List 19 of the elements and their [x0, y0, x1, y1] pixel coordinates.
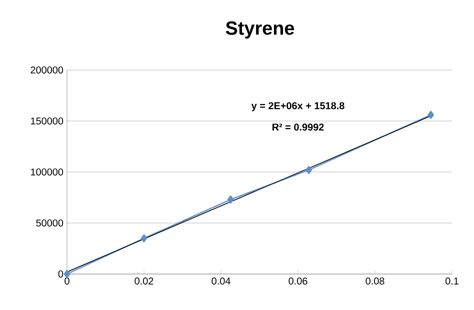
x-tick-label: 0.02 [134, 278, 154, 285]
annotation: R² = 0.9992 [272, 124, 324, 131]
annotation: y = 2E+06x + 1518.8 [251, 102, 344, 112]
point [306, 166, 312, 174]
y-tick-label: 200000 [30, 66, 64, 74]
x-tick-label: 0.1 [445, 278, 458, 285]
y-tick-label: 150000 [31, 117, 64, 125]
chart-title: Styrene [226, 21, 294, 39]
x-tick-label: 0.08 [366, 278, 384, 285]
x-tick-label: 0.04 [212, 278, 230, 285]
y-tick-label: 100000 [31, 168, 64, 176]
x-tick-label: 0.06 [288, 278, 308, 285]
point [64, 270, 70, 278]
point [227, 195, 234, 204]
y-tick-label: 0 [58, 270, 64, 278]
x-tick-label: 0 [64, 278, 70, 285]
point [140, 234, 148, 242]
y-tick-label: 50000 [36, 219, 64, 227]
point [428, 110, 434, 119]
